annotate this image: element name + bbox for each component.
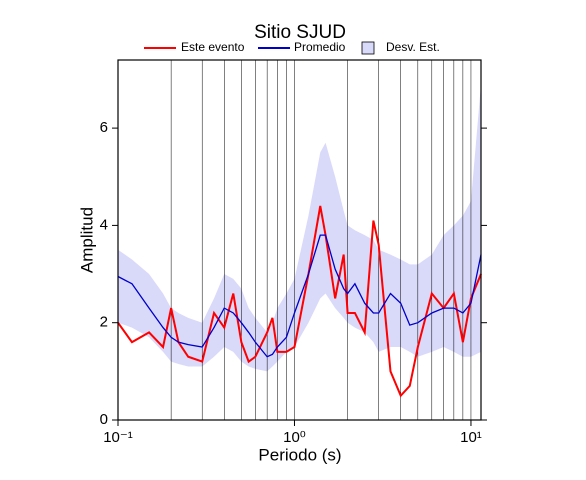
series-line: [117, 234, 482, 358]
chart-title: Sitio SJUD: [254, 22, 346, 43]
y-tick-label: 6: [100, 119, 108, 136]
x-tick-label: 10¹: [460, 429, 482, 446]
legend-label: Desv. Est.: [386, 40, 440, 54]
legend-swatch: [361, 41, 375, 55]
plot-frame: [117, 59, 482, 421]
std-band: [118, 84, 481, 372]
y-tick-label: 0: [100, 411, 108, 428]
x-tick-label: 10⁻¹: [103, 429, 133, 446]
y-tick-label: 4: [100, 216, 108, 233]
legend-label: Promedio: [294, 40, 346, 54]
y-axis-label: Amplitud: [77, 207, 96, 273]
x-axis-label: Periodo (s): [258, 445, 341, 464]
legend-label: Este evento: [181, 40, 245, 54]
x-tick-label: 10⁰: [283, 429, 306, 446]
y-tick-label: 2: [100, 314, 108, 331]
